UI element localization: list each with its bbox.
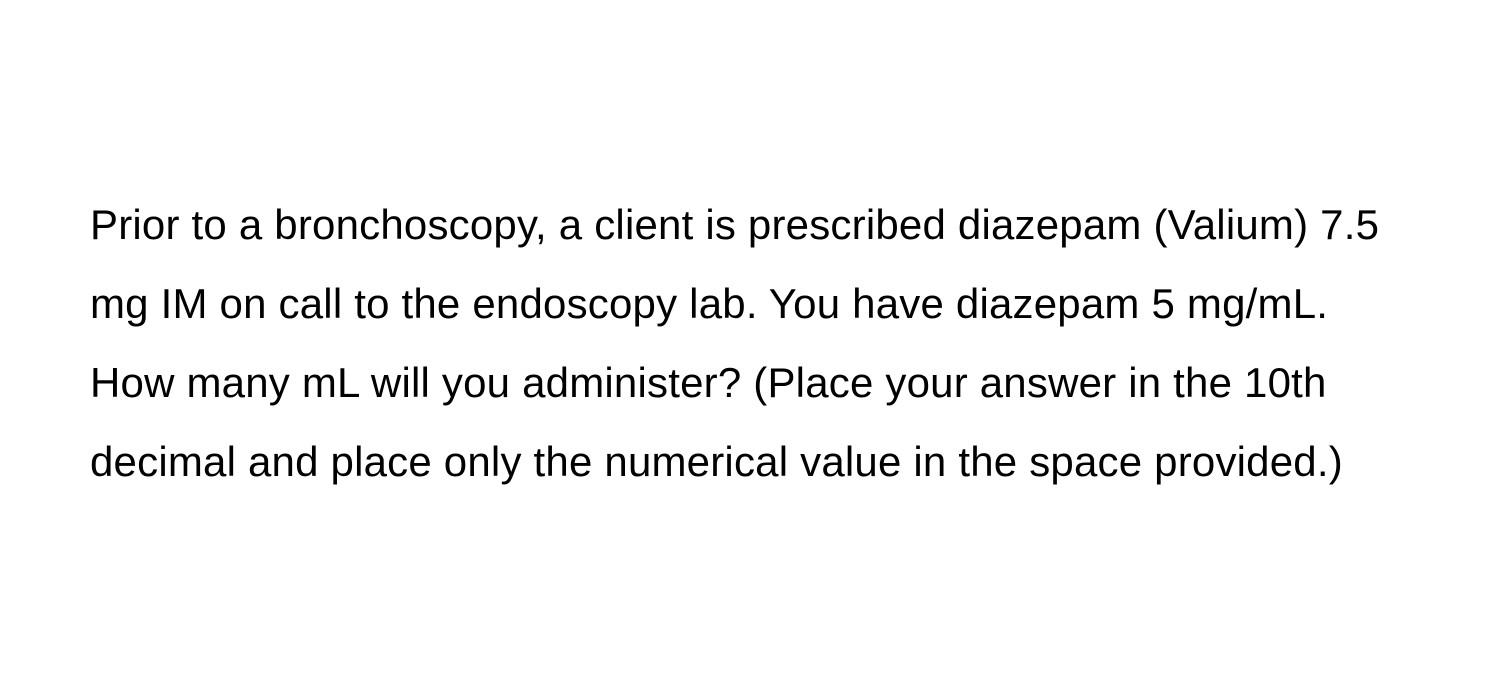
question-text: Prior to a bronchoscopy, a client is pre… <box>90 186 1410 502</box>
